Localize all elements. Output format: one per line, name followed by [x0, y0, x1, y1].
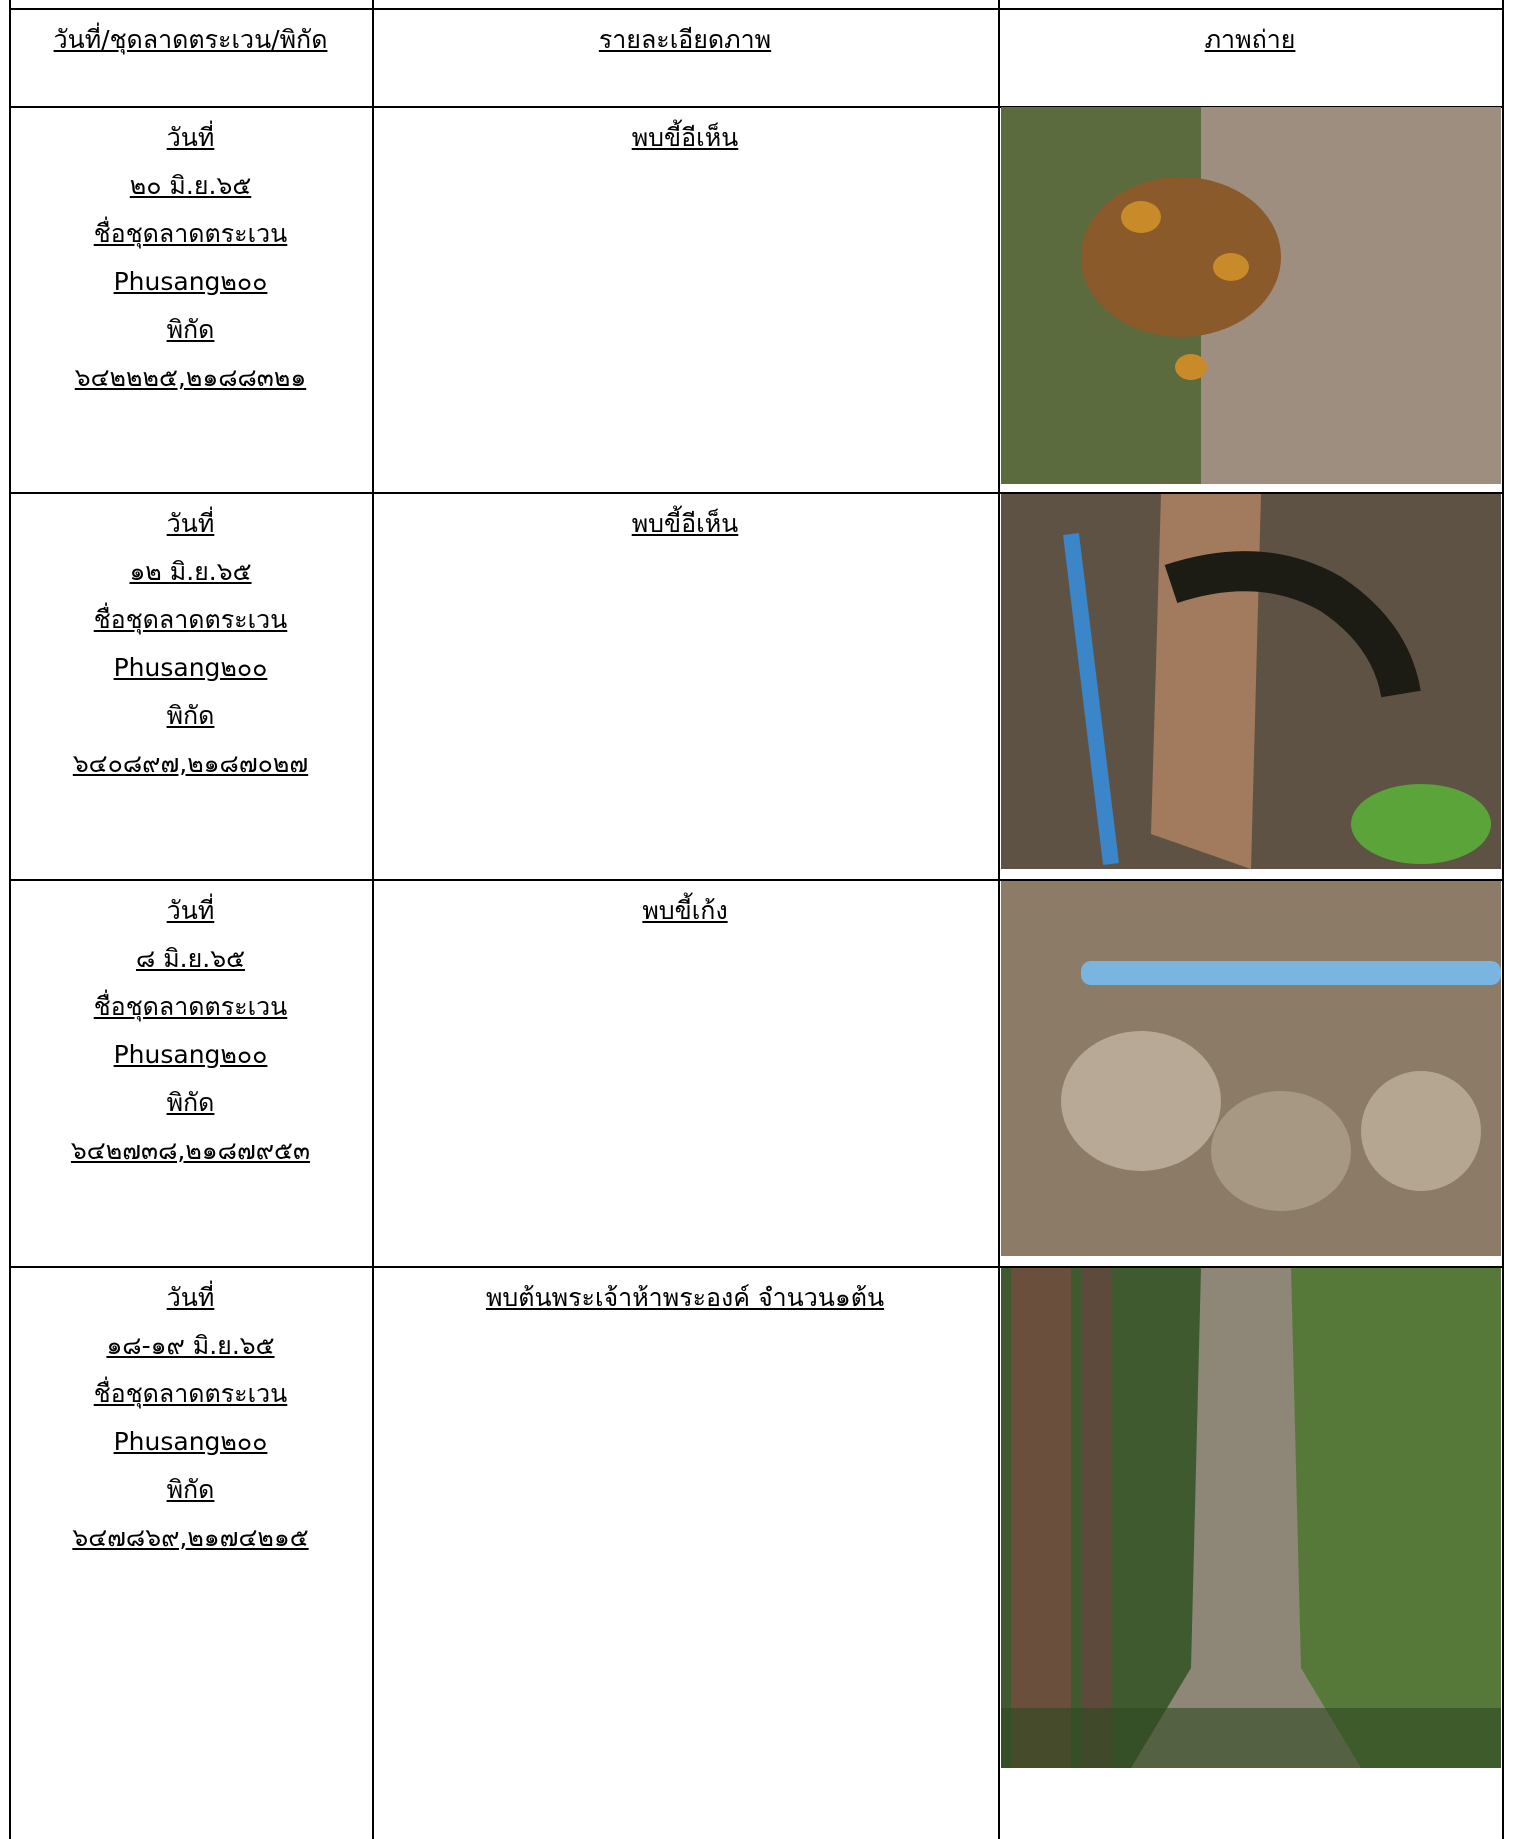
coord: ๖๔๗๘๖๙,๒๑๗๔๒๑๕ [72, 1523, 309, 1552]
patrol-label: ชื่อชุดลาดตระเวน [93, 219, 288, 248]
coord: ๖๔๒๒๒๕,๒๑๘๘๓๒๑ [74, 363, 307, 392]
border [1502, 0, 1504, 1839]
coord: ๖๔๒๗๓๘,๒๑๘๗๙๕๓ [70, 1136, 311, 1165]
date: ๑๘-๑๙ มิ.ย.๖๕ [106, 1331, 275, 1360]
coord-label: พิกัด [166, 701, 215, 730]
header-cell: วันที่/ชุดลาดตระเวน/พิกัด [53, 25, 328, 54]
date-label: วันที่ [166, 509, 215, 538]
header-cell: ภาพถ่าย [1204, 25, 1296, 54]
photo [1001, 881, 1501, 1256]
coord-label: พิกัด [166, 315, 215, 344]
border [9, 0, 11, 1839]
detail: พบขี้อีเห็น [631, 509, 739, 538]
coord-label: พิกัด [166, 1475, 215, 1504]
border [9, 492, 1503, 494]
patrol-label: ชื่อชุดลาดตระเวน [93, 992, 288, 1021]
patrol: Phusang๒๐๐ [113, 1427, 268, 1456]
date-label: วันที่ [166, 1283, 215, 1312]
date: ๒๐ มิ.ย.๖๕ [129, 171, 252, 200]
patrol: Phusang๒๐๐ [113, 653, 268, 682]
patrol: Phusang๒๐๐ [113, 1040, 268, 1069]
border [9, 879, 1503, 881]
coord: ๖๔๐๘๙๗,๒๑๘๗๐๒๗ [72, 749, 309, 778]
photo [1001, 1268, 1501, 1768]
border [9, 1266, 1503, 1268]
date: ๘ มิ.ย.๖๕ [135, 944, 246, 973]
border [372, 0, 374, 1839]
border [998, 0, 1000, 1839]
patrol: Phusang๒๐๐ [113, 267, 268, 296]
border [9, 8, 1503, 10]
date: ๑๒ มิ.ย.๖๕ [129, 557, 252, 586]
patrol-label: ชื่อชุดลาดตระเวน [93, 1379, 288, 1408]
detail: พบขี้เก้ง [642, 896, 728, 925]
photo [1001, 107, 1501, 484]
date-label: วันที่ [166, 896, 215, 925]
detail: พบขี้อีเห็น [631, 123, 739, 152]
coord-label: พิกัด [166, 1088, 215, 1117]
photo [1001, 494, 1501, 869]
detail: พบต้นพระเจ้าห้าพระองค์ จำนวน๑ต้น [485, 1283, 885, 1312]
patrol-label: ชื่อชุดลาดตระเวน [93, 605, 288, 634]
border [9, 106, 1503, 108]
header-cell: รายละเอียดภาพ [598, 25, 772, 54]
date-label: วันที่ [166, 123, 215, 152]
